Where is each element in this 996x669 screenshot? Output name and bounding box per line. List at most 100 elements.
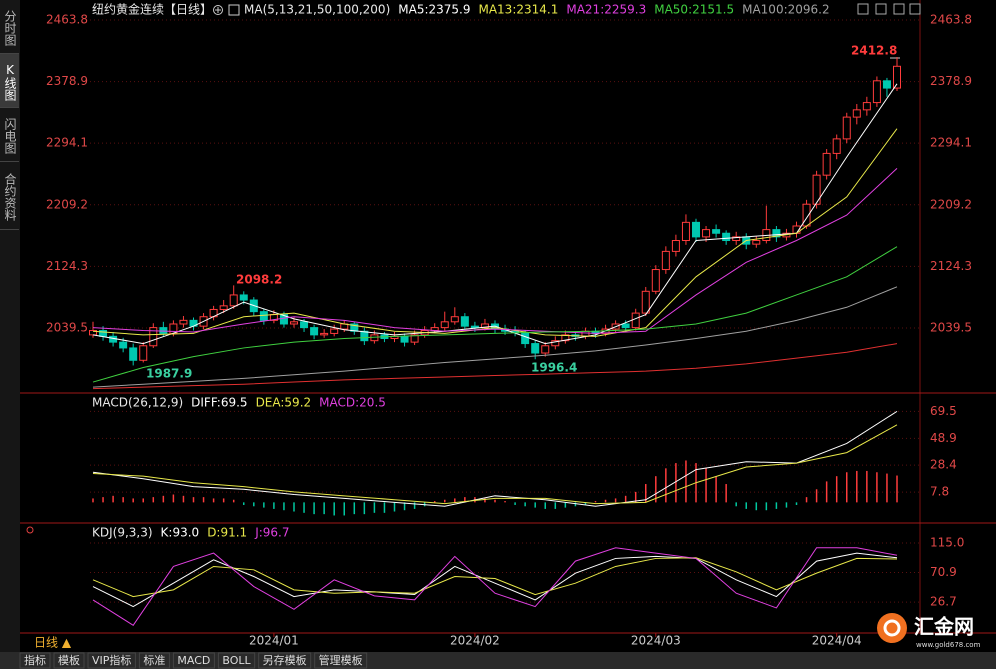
icon[interactable] [875, 3, 887, 15]
candle-body [702, 229, 711, 238]
candle-body [631, 312, 640, 329]
candle-body [551, 340, 560, 347]
period-bg [20, 634, 90, 652]
candle-body [179, 319, 188, 325]
line [92, 557, 898, 598]
legend-item: 纽约黄金连续【日线】 [92, 2, 212, 17]
candle-body [862, 102, 871, 111]
tab-bg [258, 652, 312, 669]
legend-item: D:91.1 [207, 526, 247, 540]
line [92, 547, 898, 626]
candle-body [641, 290, 650, 314]
tab[interactable]: 另存模板 [263, 653, 307, 667]
tab[interactable]: BOLL [222, 654, 251, 667]
y-tick-label: 69.5 [930, 404, 957, 418]
candle-body [692, 221, 700, 238]
legend-item: MACD(26,12,9) [92, 396, 183, 410]
candle-body [671, 240, 680, 252]
logo-icon [883, 619, 901, 637]
y-tick-label: 2378.9 [930, 74, 972, 88]
candle-body [772, 229, 781, 238]
tab[interactable]: 管理模板 [319, 653, 363, 667]
tab[interactable]: VIP指标 [92, 653, 131, 667]
candle-body [410, 334, 419, 343]
line [92, 168, 898, 334]
sidebar-tab[interactable]: 分时图 [0, 0, 19, 54]
candle-body [661, 250, 670, 271]
tab[interactable]: MACD [177, 654, 210, 667]
x-tick-label: 2024/03 [631, 634, 681, 648]
panel-icon [26, 526, 34, 534]
tab-bg [138, 652, 170, 669]
tab[interactable]: 模板 [58, 653, 80, 667]
legend-item: K:93.0 [161, 526, 200, 540]
icon[interactable] [909, 3, 921, 15]
candle-body [722, 232, 731, 242]
candle-body [129, 347, 138, 361]
candle-body [712, 229, 721, 234]
y-tick-label: 48.9 [930, 431, 957, 445]
sidebar-tab[interactable]: 合约资料 [0, 162, 19, 230]
candle-body [470, 325, 479, 329]
icon[interactable] [213, 5, 223, 15]
legend-item: MA(5,13,21,50,100,200) [244, 3, 390, 17]
low-label: 1987.9 [146, 367, 192, 381]
candle-body [621, 323, 630, 329]
candle-body [259, 311, 268, 321]
candle-body [279, 314, 288, 325]
candle-body [300, 321, 309, 329]
candle-body [450, 316, 459, 323]
candle-body [872, 80, 881, 104]
candle-body [440, 321, 449, 329]
period[interactable]: 日线 ▲ [34, 636, 72, 650]
candle-body [893, 65, 901, 89]
icon[interactable] [857, 3, 869, 15]
candle-body [521, 332, 530, 345]
candle-body [330, 328, 339, 334]
candle-body [119, 341, 128, 349]
sidebar-tab[interactable]: 闪电图 [0, 108, 19, 162]
legend-item: MA5:2375.9 [398, 3, 470, 17]
candle-body [149, 327, 158, 347]
candle-body [732, 236, 741, 242]
candle-body [360, 330, 369, 342]
candle-body [229, 294, 238, 307]
candle-body [752, 240, 761, 245]
candle-body [681, 221, 690, 242]
icon[interactable] [893, 3, 905, 15]
logo-url: www.gold678.com [916, 641, 981, 649]
line [92, 246, 898, 383]
tab-bg [172, 652, 215, 669]
tab[interactable]: 指标 [24, 653, 46, 667]
logo-icon [877, 613, 907, 643]
tab-bg [87, 652, 136, 669]
legend-item: KDJ(9,3,3) [92, 526, 153, 540]
x-tick-label: 2024/01 [249, 634, 299, 648]
line [92, 424, 898, 505]
y-tick-label: 2463.8 [46, 12, 88, 26]
tab-bg [314, 652, 368, 669]
x-tick-label: 2024/02 [450, 634, 500, 648]
candle-body [290, 321, 298, 325]
y-tick-label: 2294.1 [46, 136, 88, 150]
tab-bg [217, 652, 256, 669]
candle-body [400, 335, 409, 343]
sidebar-tab[interactable]: K线图 [0, 54, 19, 108]
legend-item: MA50:2151.5 [654, 3, 734, 17]
line [92, 410, 898, 507]
y-tick-label: 2294.1 [930, 136, 972, 150]
legend-item: DIFF:69.5 [191, 396, 247, 410]
tabs: 指标 模板 VIP指标 标准 MACD BOLL 另存模板 管理模板 [19, 652, 368, 669]
candle-body [531, 343, 540, 354]
legend-item: J:96.7 [254, 526, 289, 540]
y-tick-label: 2209.2 [46, 197, 88, 211]
y-tick-label: 2124.3 [930, 259, 972, 273]
candle-body [310, 327, 319, 336]
tab[interactable]: 标准 [143, 653, 165, 667]
candle-body [882, 80, 891, 89]
tab-bg [53, 652, 85, 669]
line [92, 552, 898, 608]
icon[interactable] [228, 4, 240, 16]
